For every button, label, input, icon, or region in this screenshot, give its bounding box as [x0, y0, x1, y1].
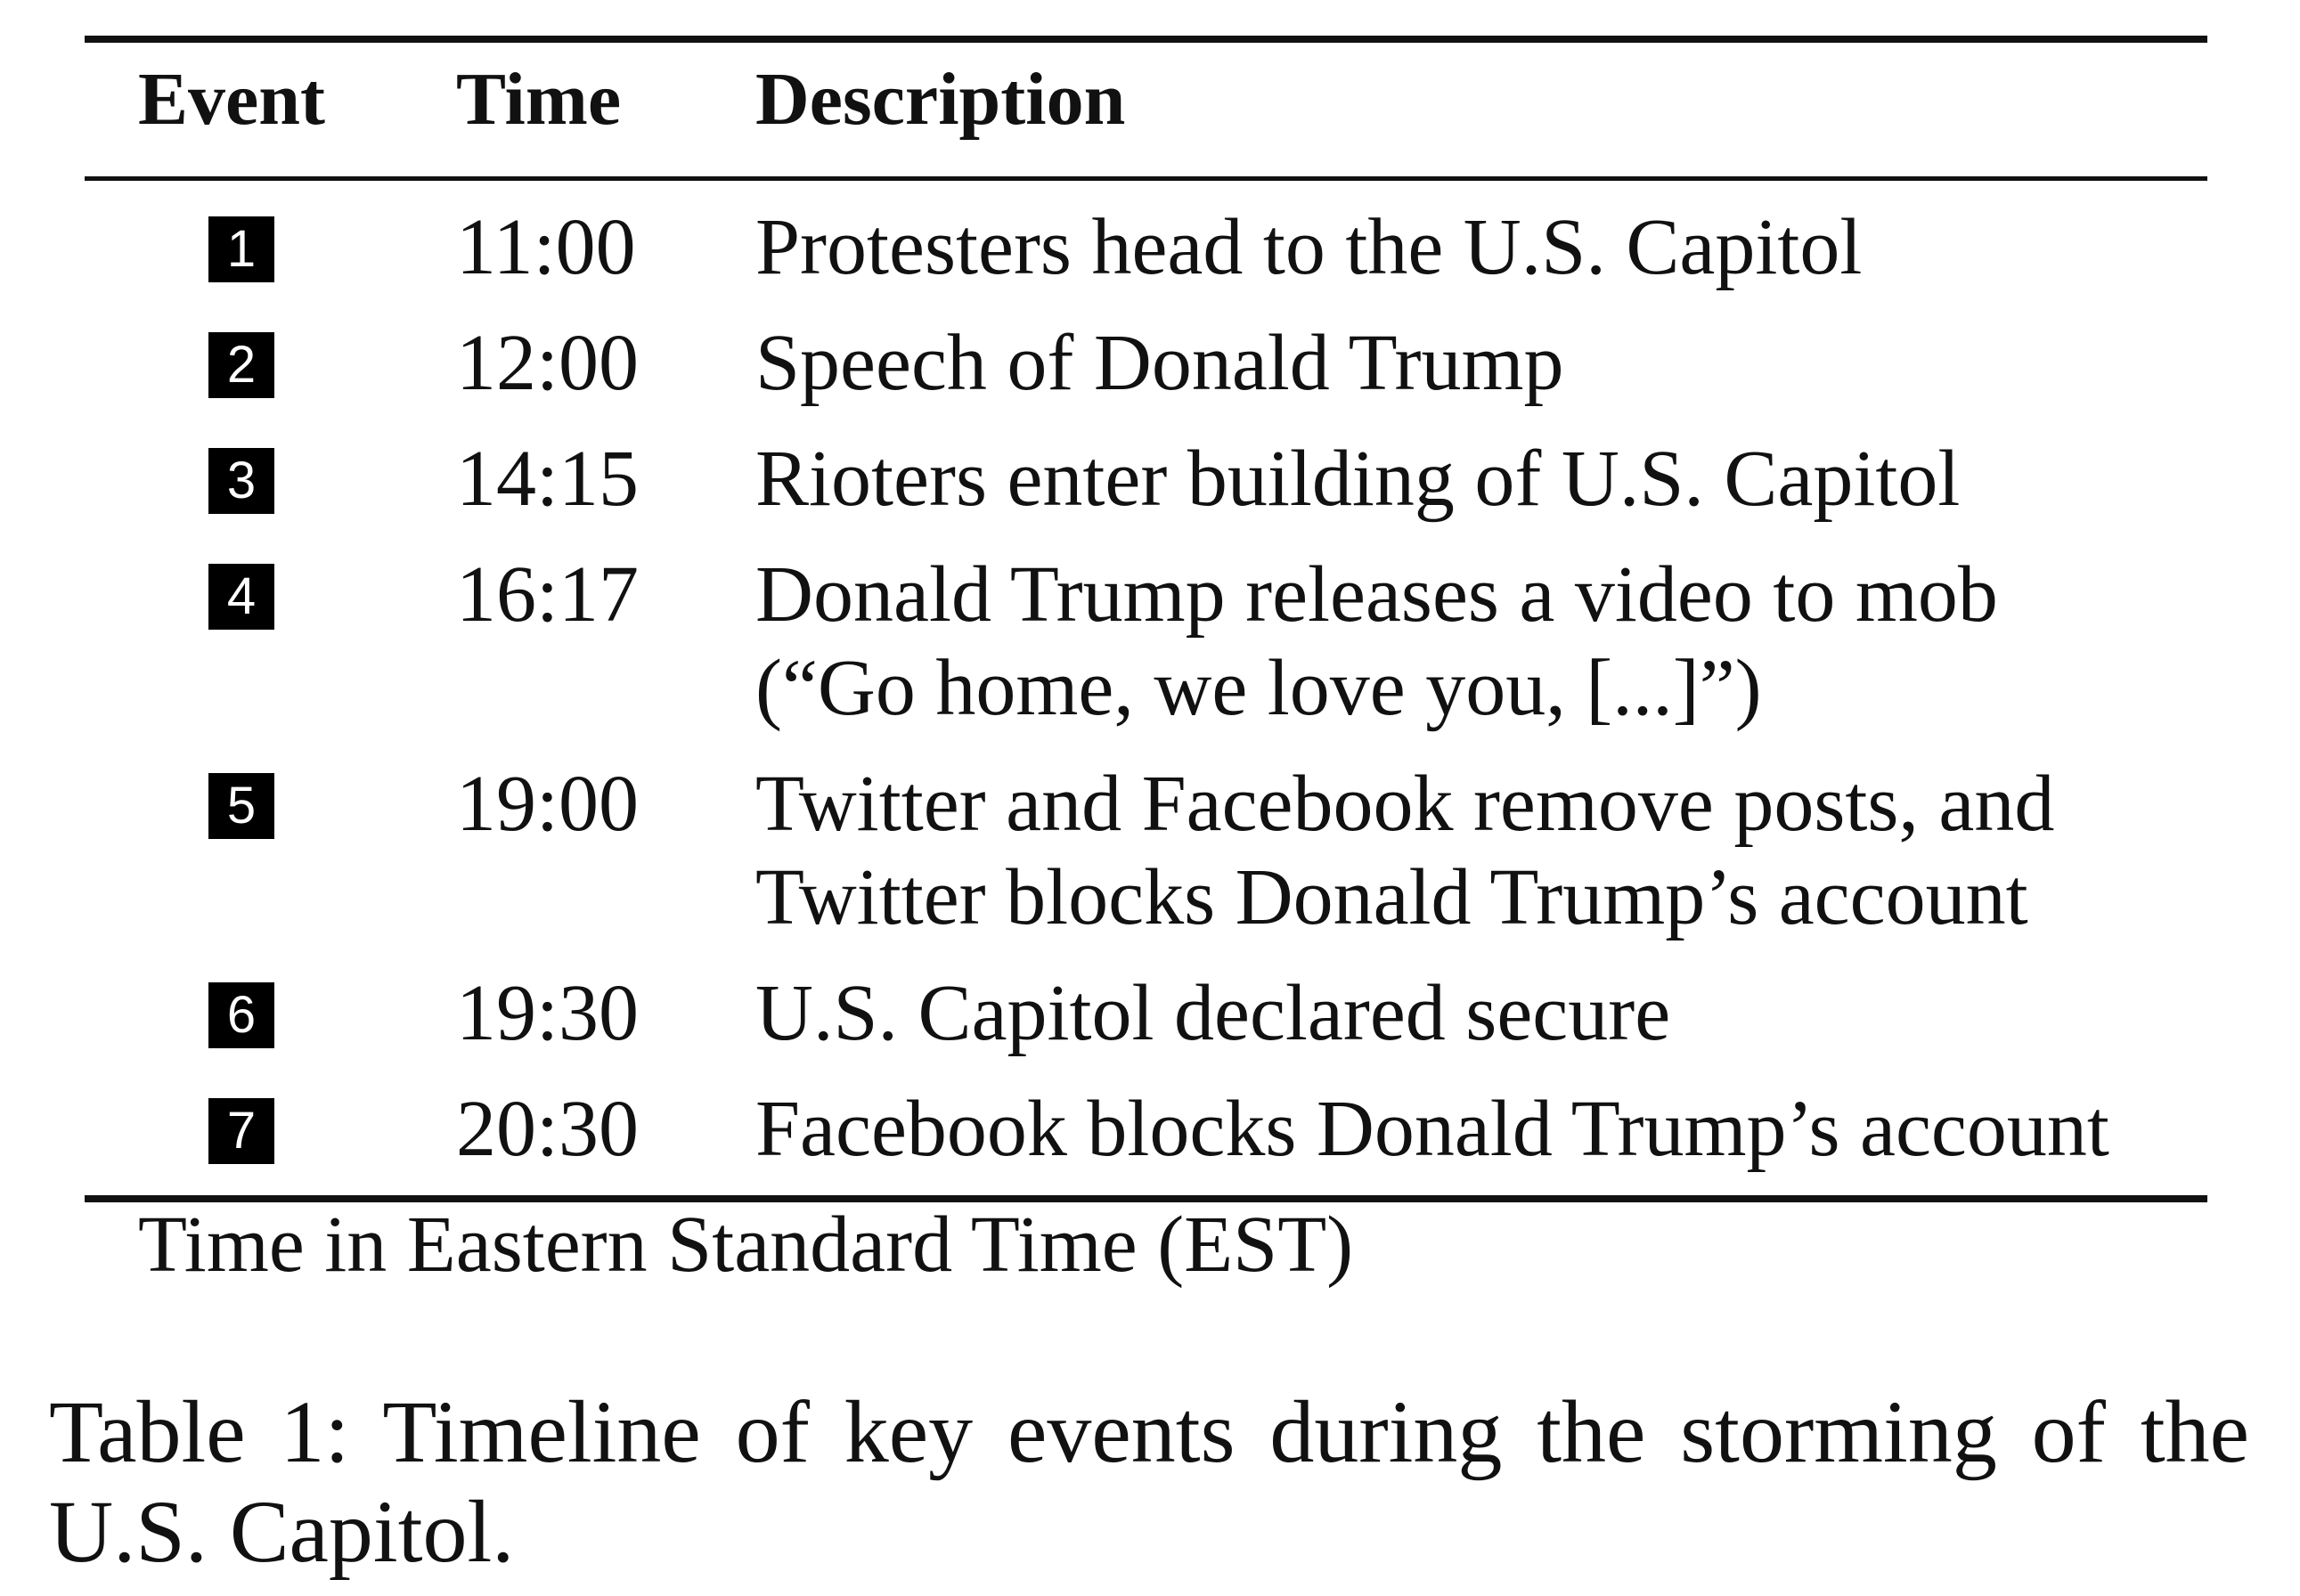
- description-line: Donald Trump releases a video to mob: [755, 550, 1998, 639]
- description-line: Twitter blocks Donald Trump’s account: [755, 853, 2028, 941]
- event-description: Speech of Donald Trump: [755, 316, 1563, 410]
- description-line: U.S. Capitol declared secure: [755, 969, 1671, 1057]
- event-description: Facebook blocks Donald Trump’s account: [755, 1082, 2109, 1176]
- table-top-rule: [85, 36, 2207, 43]
- event-number-badge: 7: [208, 1098, 274, 1164]
- caption-line: U.S. Capitol.: [49, 1482, 515, 1581]
- header-event: Event: [138, 58, 325, 141]
- event-number-badge: 5: [208, 773, 274, 839]
- event-time: 14:15: [456, 435, 640, 523]
- caption-line: Table 1: Timeline of key events during t…: [49, 1382, 2249, 1481]
- event-time: 20:30: [456, 1085, 640, 1173]
- event-description: U.S. Capitol declared secure: [755, 966, 1670, 1060]
- event-number-badge: 1: [208, 216, 274, 282]
- description-line: Twitter and Facebook remove posts, and: [755, 760, 2055, 848]
- description-line: (“Go home, we love you, [...]”): [755, 644, 1762, 732]
- header-description: Description: [755, 58, 1126, 141]
- table-footnote: Time in Eastern Standard Time (EST): [138, 1201, 1354, 1289]
- event-description: Protesters head to the U.S. Capitol: [755, 200, 1862, 294]
- event-time: 19:30: [456, 969, 640, 1057]
- table-header-rule: [85, 176, 2207, 181]
- description-line: Facebook blocks Donald Trump’s account: [755, 1085, 2109, 1173]
- event-description: Twitter and Facebook remove posts, and T…: [755, 757, 2054, 944]
- event-time: 12:00: [456, 319, 640, 407]
- description-line: Speech of Donald Trump: [755, 319, 1564, 407]
- event-number-badge: 3: [208, 448, 274, 514]
- event-time: 19:00: [456, 760, 640, 848]
- table-bottom-rule: [85, 1195, 2207, 1202]
- table-caption: Table 1: Timeline of key events during t…: [49, 1382, 2249, 1582]
- description-line: Protesters head to the U.S. Capitol: [755, 203, 1863, 291]
- event-description: Donald Trump releases a video to mob (“G…: [755, 548, 1998, 735]
- event-time: 16:17: [456, 550, 640, 639]
- header-time: Time: [456, 58, 622, 141]
- event-description: Rioters enter building of U.S. Capitol: [755, 432, 1960, 525]
- description-line: Rioters enter building of U.S. Capitol: [755, 435, 1961, 523]
- event-number-badge: 4: [208, 564, 274, 630]
- event-number-badge: 2: [208, 332, 274, 398]
- event-number-badge: 6: [208, 982, 274, 1048]
- event-time: 11:00: [456, 203, 636, 291]
